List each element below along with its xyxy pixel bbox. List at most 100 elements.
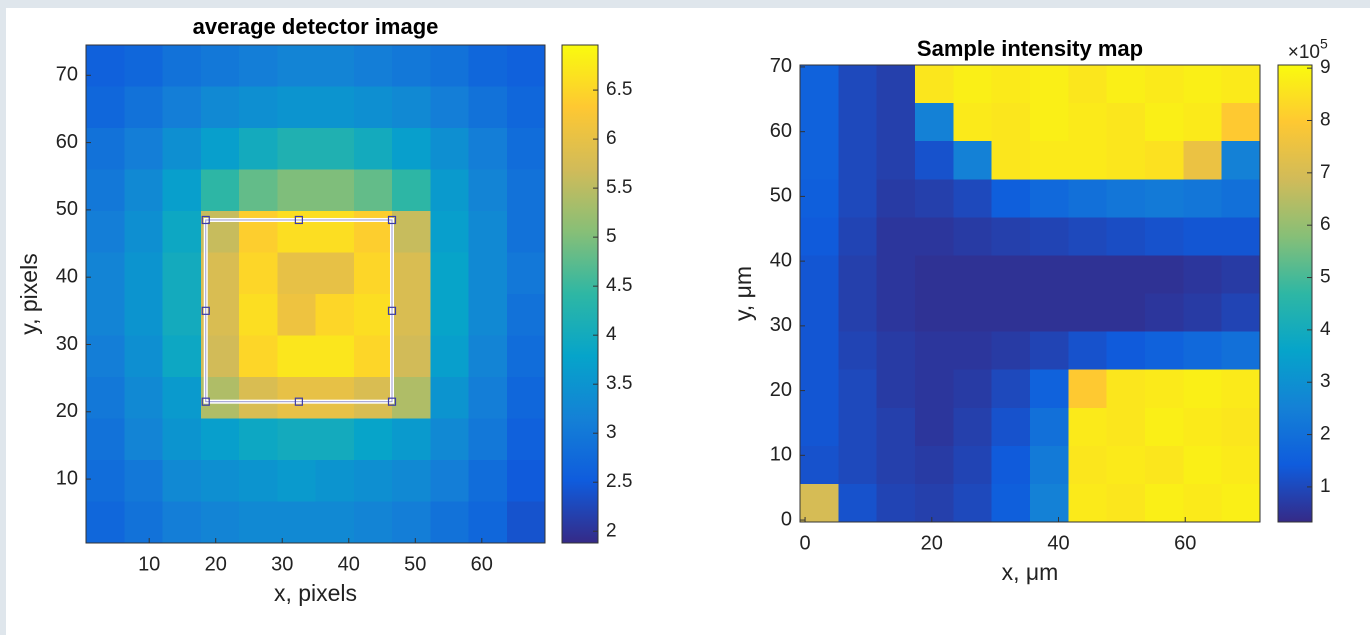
heatmap-cell	[1030, 483, 1069, 523]
heatmap-cell	[838, 255, 878, 295]
heatmap-cell	[991, 179, 1031, 218]
heatmap-cell	[392, 294, 431, 337]
heatmap-cell	[392, 418, 431, 461]
heatmap-cell	[1221, 255, 1261, 295]
colorbar-tick-label: 5.5	[606, 177, 632, 198]
heatmap-cell	[392, 211, 431, 254]
heatmap-cell	[353, 211, 393, 254]
heatmap-cell	[86, 169, 125, 212]
heatmap-cell	[991, 141, 1031, 180]
heatmap-cell	[1183, 65, 1223, 104]
heatmap-cell	[1106, 483, 1146, 523]
heatmap-cell	[1145, 141, 1184, 180]
heatmap-cell	[1106, 141, 1146, 180]
heatmap-cell	[876, 293, 916, 333]
heatmap-cell	[86, 211, 125, 254]
y-tick-label: 50	[770, 185, 792, 207]
colorbar	[561, 44, 599, 544]
heatmap-cell	[239, 169, 278, 212]
heatmap-cell	[800, 445, 839, 485]
heatmap-cell	[315, 460, 355, 503]
heatmap-cell	[1030, 293, 1069, 333]
heatmap-cell	[353, 128, 393, 171]
heatmap-cell	[1145, 445, 1184, 485]
heatmap-cell	[915, 103, 954, 142]
x-tick-label: 40	[1047, 532, 1069, 554]
heatmap-cell	[800, 331, 839, 371]
heatmap-cell	[430, 211, 470, 254]
heatmap-cell	[506, 418, 546, 461]
heatmap-cell	[315, 501, 355, 544]
chart-title: average detector image	[193, 14, 439, 39]
heatmap-cell	[124, 294, 164, 337]
heatmap-cell	[1145, 103, 1184, 142]
heatmap-cell	[468, 169, 508, 212]
heatmap-cell	[86, 294, 125, 337]
x-tick-label: 60	[1174, 532, 1196, 554]
heatmap-cell	[1145, 65, 1184, 104]
y-tick-label: 70	[56, 64, 78, 86]
x-tick-label: 10	[138, 553, 160, 575]
roi-handle	[201, 215, 210, 225]
heatmap-cell	[239, 460, 278, 503]
heatmap-cell	[353, 377, 393, 420]
heatmap-cell	[392, 501, 431, 544]
heatmap-cell	[876, 407, 916, 447]
heatmap-cell	[800, 255, 839, 295]
heatmap-cell	[1030, 369, 1069, 409]
y-tick-label: 30	[770, 314, 792, 336]
heatmap-cell	[239, 128, 278, 171]
heatmap-cell	[915, 369, 954, 409]
heatmap-cell	[953, 331, 993, 371]
heatmap-cell	[392, 86, 431, 129]
x-tick-label: 40	[338, 553, 360, 575]
heatmap-cell	[1221, 217, 1261, 257]
heatmap-cell	[162, 460, 202, 503]
heatmap-cell	[800, 217, 839, 257]
colorbar-tick-label: 2.5	[606, 471, 632, 492]
colorbar-tick-label: 4.5	[606, 275, 632, 296]
heatmap-cell	[315, 335, 355, 378]
heatmap-cell	[86, 128, 125, 171]
heatmap-cell	[86, 86, 125, 129]
colorbar-tick-label: 7	[1320, 162, 1331, 183]
heatmap-cell	[468, 294, 508, 337]
heatmap-cell	[392, 169, 431, 212]
heatmap-cell	[162, 211, 202, 254]
heatmap-cell	[315, 252, 355, 295]
heatmap-cell	[277, 86, 317, 129]
heatmap-cell	[468, 128, 508, 171]
heatmap-cell	[1030, 255, 1069, 295]
heatmap-cell	[1106, 331, 1146, 371]
heatmap-cell	[124, 501, 164, 544]
heatmap-cell	[124, 335, 164, 378]
heatmap-cell	[915, 331, 954, 371]
heatmap-cell	[353, 418, 393, 461]
heatmap-cell	[1068, 483, 1108, 523]
roi-handle	[387, 306, 397, 315]
heatmap-cell	[430, 294, 470, 337]
heatmap-cell	[915, 445, 954, 485]
heatmap-cell	[915, 179, 954, 218]
heatmap-cell	[953, 179, 993, 218]
heatmap-cell	[1068, 445, 1108, 485]
heatmap-cell	[468, 418, 508, 461]
heatmap-cell	[876, 65, 916, 104]
heatmap-cell	[953, 407, 993, 447]
heatmap-cell	[915, 483, 954, 523]
heatmap-cell	[200, 460, 240, 503]
heatmap-cell	[991, 255, 1031, 295]
chart-title: Sample intensity map	[917, 36, 1143, 61]
heatmap-cell	[239, 335, 278, 378]
heatmap-cell	[1183, 369, 1223, 409]
heatmap-cell	[915, 407, 954, 447]
heatmap-cell	[277, 128, 317, 171]
heatmap-cell	[1221, 293, 1261, 333]
heatmap-cell	[1221, 141, 1261, 180]
heatmap-cell	[430, 501, 470, 544]
heatmap-cell	[1030, 445, 1069, 485]
y-tick-label: 50	[56, 198, 78, 220]
heatmap-cell	[468, 460, 508, 503]
y-tick-label: 10	[56, 467, 78, 489]
